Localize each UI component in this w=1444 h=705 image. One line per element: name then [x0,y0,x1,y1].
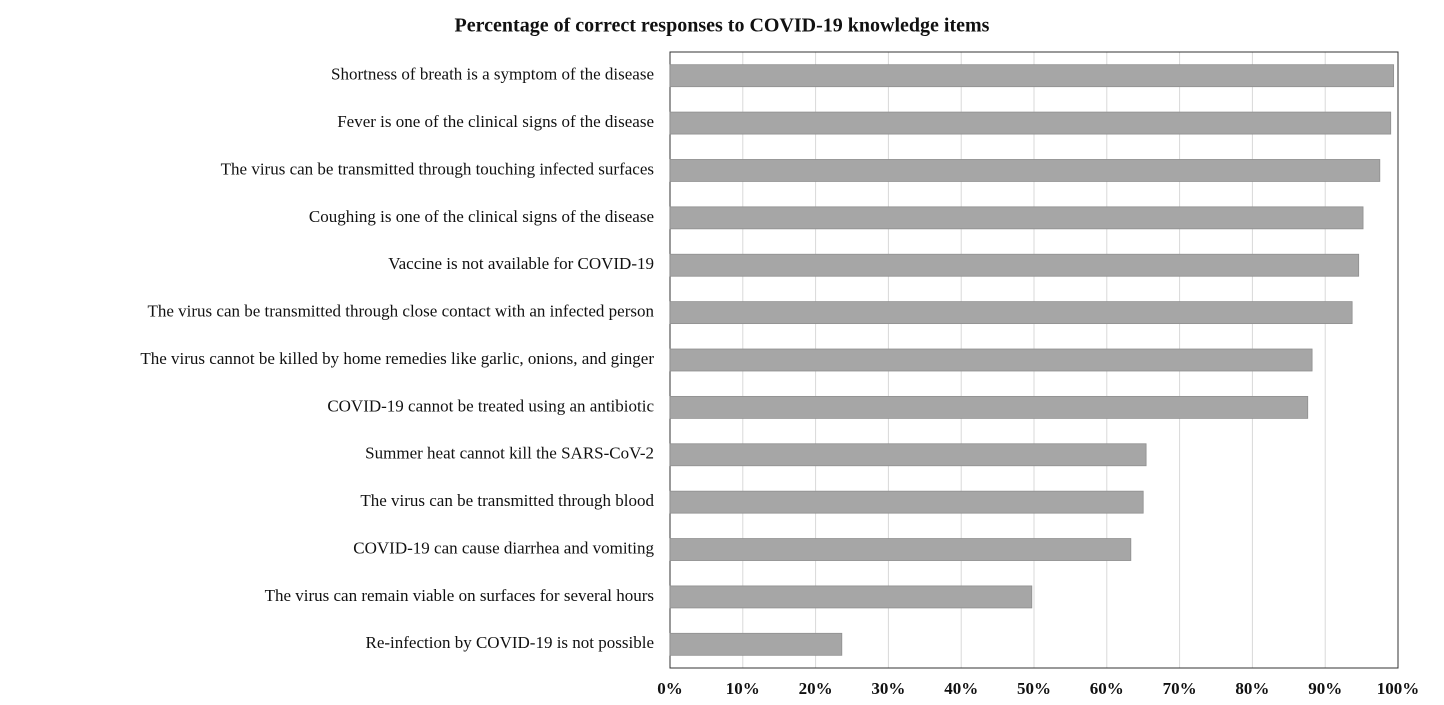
bar [669,159,1381,182]
y-tick-label: Summer heat cannot kill the SARS-CoV-2 [365,444,654,463]
x-tick-label: 40% [944,679,978,698]
bar [669,395,1309,419]
y-tick-label: The virus can remain viable on surfaces … [265,586,654,605]
y-tick-label: The virus can be transmitted through tou… [221,159,654,178]
bar [669,206,1364,230]
bar [669,301,1353,325]
x-tick-label: 10% [726,679,760,698]
x-tick-label: 70% [1163,679,1197,698]
x-tick-label: 80% [1235,679,1269,698]
y-tick-label: COVID-19 cannot be treated using an anti… [327,396,654,415]
bar [669,490,1144,514]
x-tick-label: 30% [871,679,905,698]
x-tick-label: 100% [1377,679,1420,698]
y-tick-label: Re-infection by COVID-19 is not possible [366,633,655,652]
x-tick-label: 90% [1308,679,1342,698]
bar [669,443,1147,467]
bar [669,111,1392,135]
y-tick-label: The virus can be transmitted through clo… [147,302,654,321]
x-tick-label: 60% [1090,679,1124,698]
y-tick-label: The virus can be transmitted through blo… [360,491,654,510]
y-tick-label: Coughing is one of the clinical signs of… [309,207,654,226]
y-tick-label: Shortness of breath is a symptom of the … [331,65,654,84]
chart-title: Percentage of correct responses to COVID… [455,15,990,37]
y-tick-label: COVID-19 can cause diarrhea and vomiting [353,538,654,557]
bar [669,64,1395,88]
bar [669,538,1132,561]
bar [669,253,1360,277]
bar [669,585,1033,609]
y-tick-label: The virus cannot be killed by home remed… [140,349,654,368]
y-tick-label: Fever is one of the clinical signs of th… [337,112,654,131]
x-tick-label: 50% [1017,679,1051,698]
bar [669,348,1313,372]
x-tick-label: 20% [799,679,833,698]
bar [669,632,843,656]
x-tick-label: 0% [657,679,683,698]
y-tick-label: Vaccine is not available for COVID-19 [388,254,654,273]
